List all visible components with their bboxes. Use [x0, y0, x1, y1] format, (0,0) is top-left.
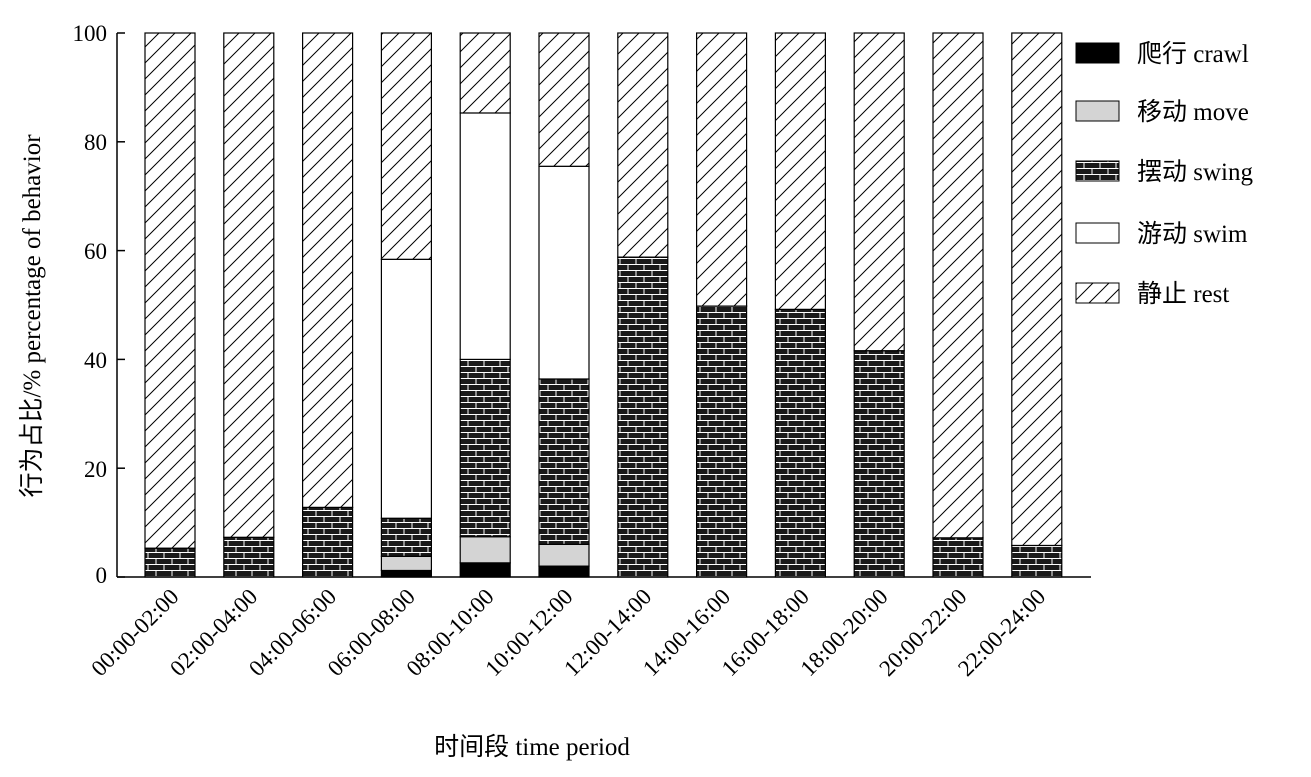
- legend-item-swim: 游动 swim: [1075, 220, 1248, 248]
- bar-segment-rest: [144, 32, 196, 549]
- bar-segment-move: [459, 536, 511, 564]
- legend-label-swing: 摆动 swing: [1137, 158, 1253, 186]
- y-tick-label: 100: [73, 21, 108, 46]
- bar-segment-swim: [380, 258, 432, 519]
- bar-segment-rest: [774, 32, 827, 310]
- bar-segment-swing: [853, 350, 905, 578]
- bar-segment-move: [380, 555, 432, 572]
- y-axis-title: 行为占比/% percentage of behavior: [18, 134, 46, 498]
- bar-segment-crawl: [538, 565, 590, 578]
- legend-label-crawl: 爬行 crawl: [1137, 40, 1249, 68]
- legend-item-swing: 摆动 swing: [1075, 158, 1253, 186]
- bar-segment-swing: [1011, 544, 1063, 578]
- x-axis-title: 时间段 time period: [434, 733, 630, 761]
- bar-segment-move: [538, 543, 590, 567]
- legend: 爬行 crawl 移动 move 摆动 swing 游动 swim 静止 res…: [1075, 40, 1253, 308]
- legend-item-rest: 静止 rest: [1075, 280, 1229, 308]
- bar-segment-rest: [1011, 32, 1063, 547]
- legend-item-crawl: 爬行 crawl: [1075, 40, 1249, 68]
- y-tick-label: 60: [84, 239, 107, 264]
- bar-segment-rest: [617, 32, 669, 258]
- bar-segment-swing: [380, 517, 432, 557]
- bar-segment-rest: [302, 32, 354, 508]
- bar-segment-rest: [853, 32, 905, 352]
- y-tick-label: 80: [84, 130, 107, 155]
- bar-segment-rest: [223, 32, 275, 538]
- bar-segment-rest: [380, 32, 432, 260]
- bar-segment-swing: [932, 537, 984, 578]
- legend-item-move: 移动 move: [1075, 98, 1249, 126]
- legend-label-move: 移动 move: [1137, 98, 1249, 126]
- legend-label-swim: 游动 swim: [1137, 220, 1248, 248]
- bar-segment-swing: [774, 308, 827, 578]
- bar-segment-rest: [538, 32, 590, 167]
- bar-segment-swing: [144, 547, 196, 578]
- y-tick-label: 20: [84, 457, 107, 482]
- bar-segment-swing: [617, 256, 669, 578]
- bars-layer: [144, 32, 1063, 578]
- y-tick-label: 0: [96, 563, 108, 588]
- legend-swatch-crawl: [1075, 42, 1120, 64]
- bar-segment-crawl: [459, 562, 511, 578]
- x-tick-labels: 00:00-02:0002:00-04:0004:00-06:0006:00-0…: [86, 584, 1050, 681]
- legend-label-rest: 静止 rest: [1137, 280, 1229, 308]
- bar-segment-swing: [538, 378, 590, 545]
- bar-segment-swing: [695, 305, 748, 578]
- bar-segment-swing: [302, 506, 354, 578]
- legend-swatch-rest: [1075, 282, 1120, 304]
- bar-segment-rest: [459, 32, 511, 114]
- bar-segment-rest: [932, 32, 984, 539]
- legend-swatch-swim: [1075, 222, 1120, 244]
- legend-swatch-swing: [1075, 160, 1120, 182]
- y-axis: 0 20 40 60 80 100: [73, 21, 125, 588]
- bar-segment-swing: [459, 358, 511, 538]
- bar-segment-swing: [223, 536, 275, 578]
- bar-segment-crawl: [380, 569, 432, 578]
- y-tick-label: 40: [84, 348, 107, 373]
- bar-segment-rest: [695, 32, 748, 307]
- bar-segment-swim: [538, 165, 590, 380]
- legend-swatch-move: [1075, 100, 1120, 122]
- bar-segment-swim: [459, 112, 511, 361]
